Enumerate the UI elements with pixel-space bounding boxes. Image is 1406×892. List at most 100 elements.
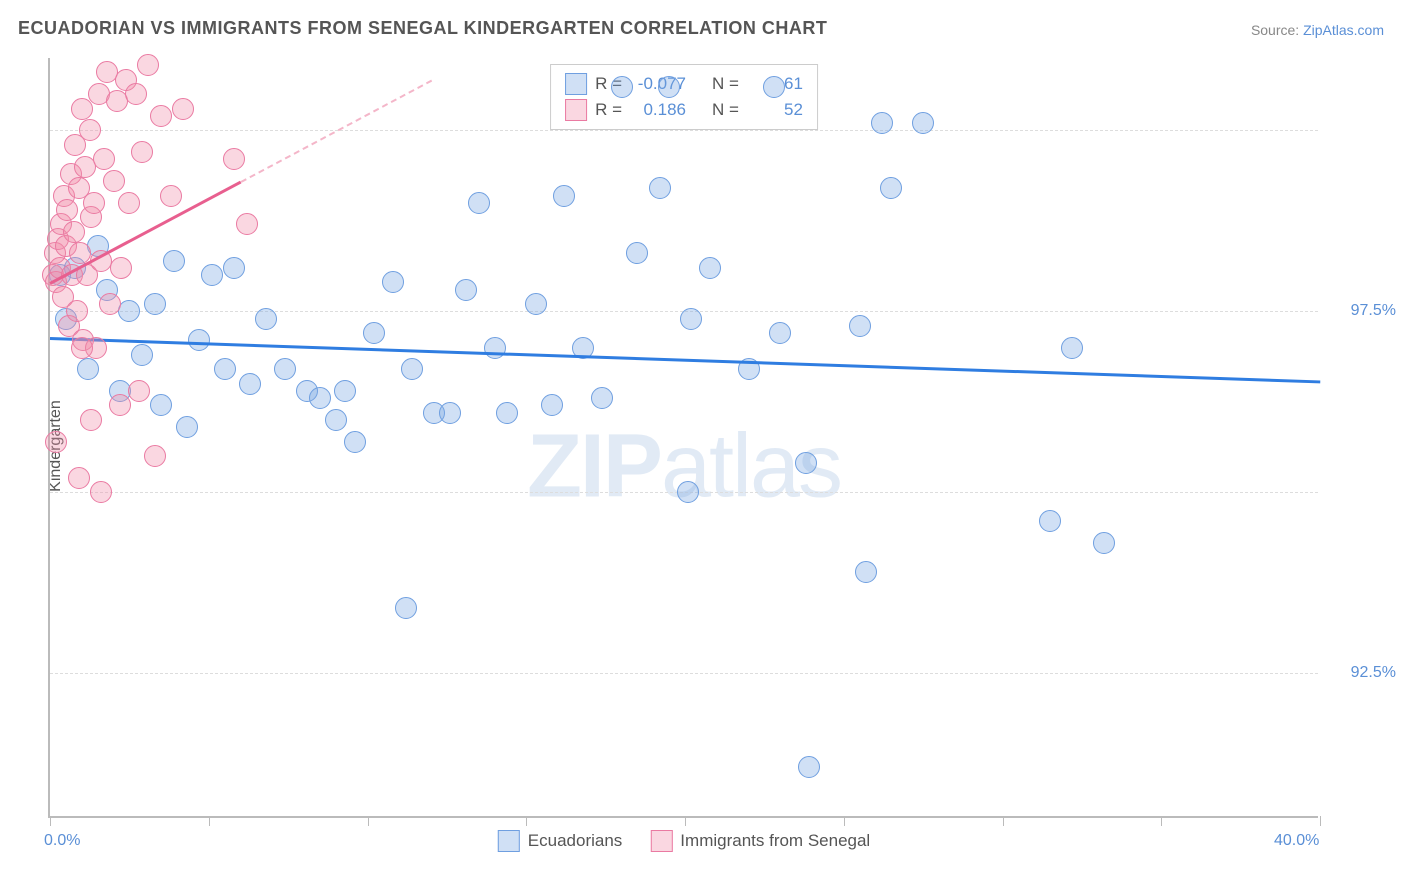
scatter-point [150, 105, 172, 127]
scatter-point [699, 257, 721, 279]
legend-row-senegal: R = 0.186 N = 52 [565, 97, 803, 123]
x-tick [368, 816, 369, 826]
x-tick [844, 816, 845, 826]
x-tick-label: 0.0% [44, 832, 80, 850]
x-tick-label: 40.0% [1274, 832, 1319, 850]
scatter-point [239, 373, 261, 395]
scatter-point [66, 300, 88, 322]
scatter-point [455, 279, 477, 301]
scatter-point [525, 293, 547, 315]
r-label: R = [595, 100, 622, 120]
scatter-point [255, 308, 277, 330]
scatter-point [93, 148, 115, 170]
n-value-senegal: 52 [747, 100, 803, 120]
scatter-point [658, 76, 680, 98]
source-attribution: Source: ZipAtlas.com [1251, 22, 1384, 38]
x-tick [1161, 816, 1162, 826]
swatch-senegal [565, 99, 587, 121]
scatter-point [855, 561, 877, 583]
watermark: ZIPatlas [527, 416, 841, 519]
scatter-point [83, 192, 105, 214]
x-tick [526, 816, 527, 826]
scatter-point [68, 467, 90, 489]
scatter-point [871, 112, 893, 134]
scatter-point [274, 358, 296, 380]
scatter-point [309, 387, 331, 409]
gridline-h [50, 673, 1318, 674]
scatter-point [798, 756, 820, 778]
scatter-point [223, 148, 245, 170]
x-tick [50, 816, 51, 826]
scatter-point [150, 394, 172, 416]
scatter-point [395, 597, 417, 619]
scatter-point [401, 358, 423, 380]
scatter-point [677, 481, 699, 503]
scatter-point [99, 293, 121, 315]
scatter-point [912, 112, 934, 134]
scatter-point [325, 409, 347, 431]
scatter-point [769, 322, 791, 344]
x-tick [209, 816, 210, 826]
swatch-ecuadorians [498, 830, 520, 852]
scatter-point [110, 257, 132, 279]
scatter-point [363, 322, 385, 344]
source-label: Source: [1251, 22, 1299, 38]
scatter-point [144, 445, 166, 467]
n-label: N = [712, 74, 739, 94]
scatter-point [795, 452, 817, 474]
scatter-point [439, 402, 461, 424]
scatter-point [1061, 337, 1083, 359]
scatter-point [56, 199, 78, 221]
gridline-h [50, 130, 1318, 131]
scatter-point [680, 308, 702, 330]
watermark-bold: ZIP [527, 417, 661, 517]
swatch-senegal [650, 830, 672, 852]
scatter-point [334, 380, 356, 402]
scatter-point [79, 119, 101, 141]
scatter-point [131, 141, 153, 163]
trendline-extrapolated [240, 80, 431, 183]
swatch-ecuadorians [565, 73, 587, 95]
x-tick [1003, 816, 1004, 826]
scatter-point [137, 54, 159, 76]
scatter-point [63, 221, 85, 243]
scatter-point [160, 185, 182, 207]
n-label: N = [712, 100, 739, 120]
scatter-point [118, 192, 140, 214]
legend-label: Immigrants from Senegal [680, 831, 870, 851]
scatter-point [214, 358, 236, 380]
scatter-point [223, 257, 245, 279]
scatter-point [144, 293, 166, 315]
scatter-point [611, 76, 633, 98]
scatter-plot-area: ZIPatlas R = -0.077 N = 61 R = 0.186 N =… [48, 58, 1318, 818]
scatter-point [103, 170, 125, 192]
scatter-point [201, 264, 223, 286]
scatter-point [1039, 510, 1061, 532]
scatter-point [344, 431, 366, 453]
scatter-point [468, 192, 490, 214]
scatter-point [90, 481, 112, 503]
scatter-point [131, 344, 153, 366]
legend-item-senegal: Immigrants from Senegal [650, 830, 870, 852]
scatter-point [71, 337, 93, 359]
scatter-point [591, 387, 613, 409]
x-tick [1320, 816, 1321, 826]
y-tick-label: 97.5% [1351, 302, 1396, 320]
scatter-point [541, 394, 563, 416]
x-tick [685, 816, 686, 826]
legend-series: Ecuadorians Immigrants from Senegal [498, 830, 870, 852]
scatter-point [71, 98, 93, 120]
scatter-point [45, 431, 67, 453]
scatter-point [118, 300, 140, 322]
scatter-point [176, 416, 198, 438]
scatter-point [80, 409, 102, 431]
y-tick-label: 92.5% [1351, 664, 1396, 682]
scatter-point [496, 402, 518, 424]
r-value-senegal: 0.186 [630, 100, 686, 120]
scatter-point [125, 83, 147, 105]
scatter-point [1093, 532, 1115, 554]
scatter-point [626, 242, 648, 264]
scatter-point [382, 271, 404, 293]
scatter-point [236, 213, 258, 235]
scatter-point [553, 185, 575, 207]
